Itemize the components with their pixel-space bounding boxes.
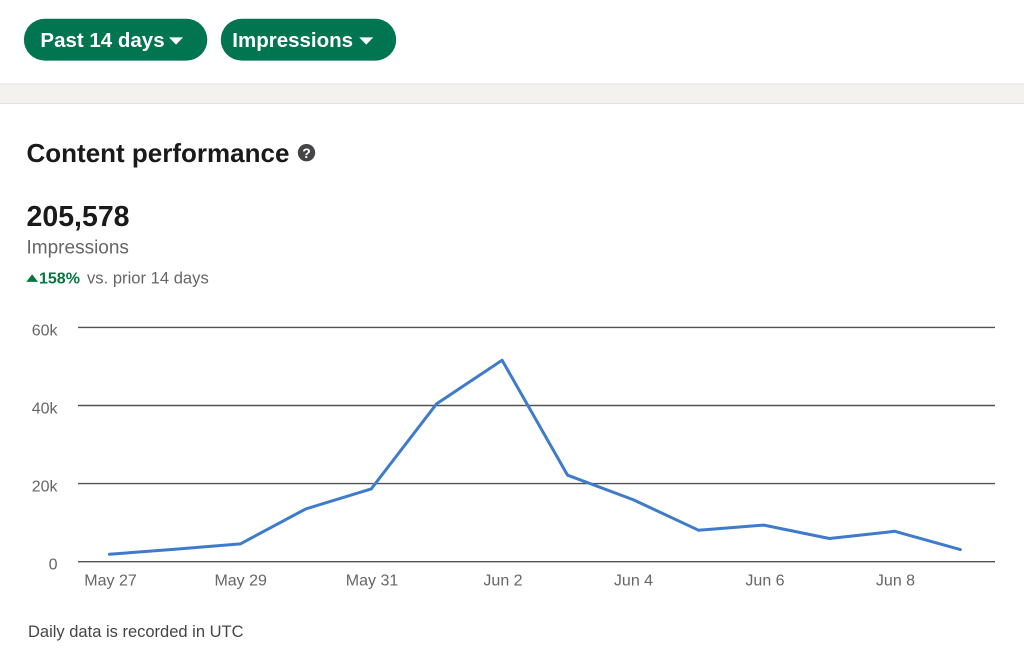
svg-text:20k: 20k: [32, 479, 59, 496]
svg-text:May 27: May 27: [84, 572, 137, 589]
svg-text:0: 0: [49, 557, 58, 574]
svg-text:158%: 158%: [39, 271, 80, 288]
svg-text:60k: 60k: [32, 322, 59, 339]
svg-text:Jun 6: Jun 6: [745, 572, 784, 589]
svg-text:May 31: May 31: [346, 572, 399, 589]
svg-text:Content performance: Content performance: [27, 138, 290, 168]
svg-text:Jun 8: Jun 8: [876, 572, 915, 589]
svg-text:Impressions: Impressions: [27, 237, 129, 258]
svg-text:Past 14 days: Past 14 days: [40, 29, 164, 52]
svg-text:40k: 40k: [32, 401, 59, 418]
svg-text:Daily data is recorded in UTC: Daily data is recorded in UTC: [28, 623, 244, 641]
svg-text:205,578: 205,578: [27, 201, 130, 233]
svg-text:vs. prior 14 days: vs. prior 14 days: [87, 269, 209, 288]
svg-text:Impressions: Impressions: [232, 29, 353, 52]
svg-text:Jun 4: Jun 4: [614, 572, 653, 589]
svg-text:?: ?: [302, 145, 311, 161]
svg-text:May 29: May 29: [214, 572, 267, 589]
svg-text:Jun 2: Jun 2: [483, 572, 522, 589]
